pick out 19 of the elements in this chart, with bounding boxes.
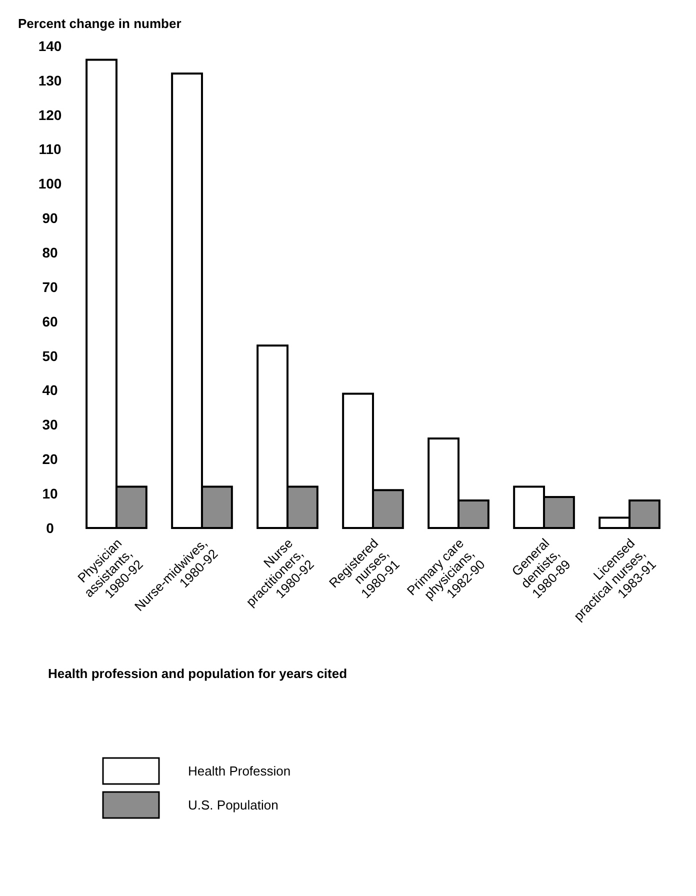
y-tick-label: 140 (38, 38, 62, 54)
y-tick-label: 40 (42, 382, 58, 398)
y-tick-label: 90 (42, 210, 58, 226)
x-axis-title: Health profession and population for years cited (48, 666, 348, 681)
legend-label: U.S. Population (188, 798, 278, 813)
y-tick-label: 0 (46, 520, 54, 536)
y-tick-label: 70 (42, 278, 58, 295)
y-tick-label: 80 (42, 244, 58, 260)
y-tick-label: 110 (38, 141, 62, 158)
y-tick-label: 130 (38, 72, 62, 88)
y-axis-title: Percent change in number (18, 16, 182, 31)
y-tick-label: 50 (42, 348, 58, 364)
legend-label: Health Profession (188, 764, 291, 779)
y-tick-label: 100 (38, 176, 62, 192)
y-tick-label: 30 (42, 416, 58, 433)
y-tick-label: 20 (42, 451, 58, 468)
y-tick-label: 60 (42, 313, 58, 330)
y-tick-label: 10 (42, 485, 58, 502)
y-tick-label: 120 (38, 106, 62, 123)
